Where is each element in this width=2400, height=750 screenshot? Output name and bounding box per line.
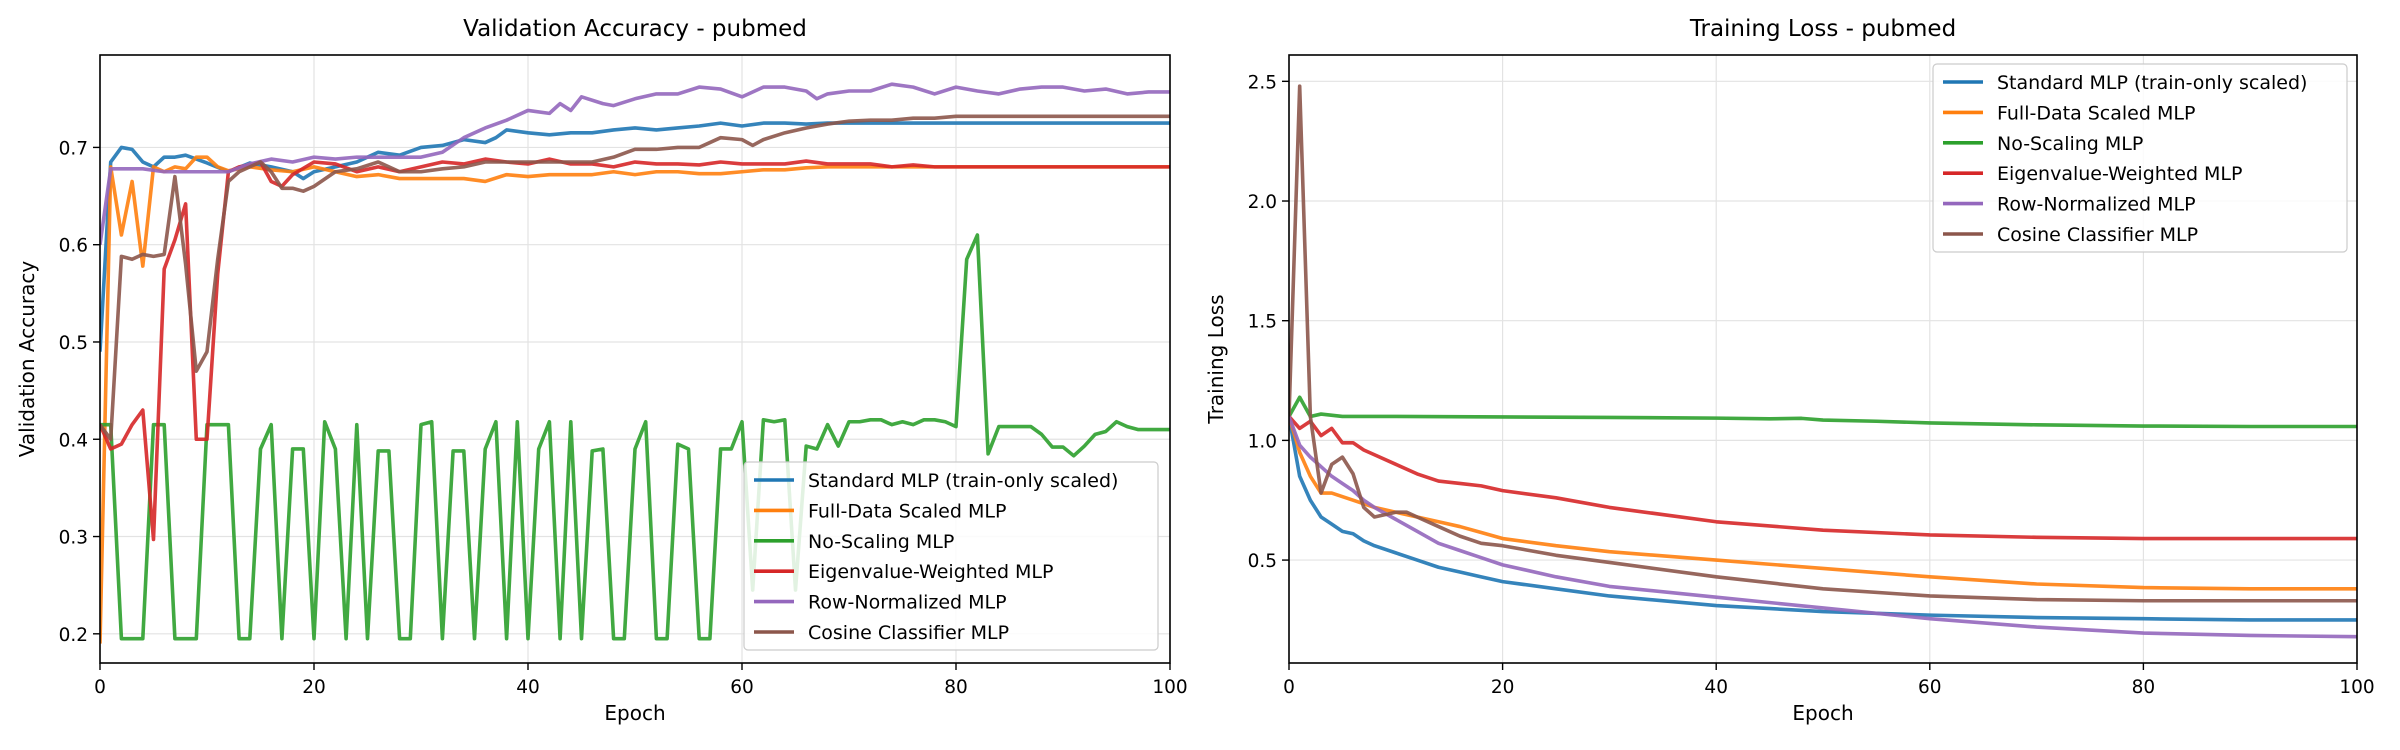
y-tick-label: 0.5 [1248,551,1277,572]
y-tick-label: 2.5 [1248,72,1277,93]
x-tick-label: 0 [94,677,106,698]
validation-accuracy-panel: 0 20 40 60 80 100 0.2 0.3 0.4 0.5 0.6 0.7 Validation… [15,16,1188,725]
x-axis-label: Epoch [604,701,665,725]
legend-label-no-scaling-mlp: No-Scaling MLP [1997,133,2143,155]
legend-label-standard-mlp-train-only-scaled: Standard MLP (train-only scaled) [1997,72,2307,94]
legend-box [1932,63,2348,253]
y-tick-label: 0.2 [59,625,88,646]
x-tick-label: 40 [516,677,540,698]
legend-label-cosine-classifier-mlp: Cosine Classifier MLP [1997,224,2198,246]
legend-label-full-data-scaled-mlp: Full-Data Scaled MLP [1997,102,2195,124]
series-line-eigenvalue-weighted-mlp [1289,415,2357,541]
y-tick-label: 1.5 [1248,312,1277,333]
x-tick-label: 60 [1918,677,1942,698]
x-tick-label: 40 [1704,677,1728,698]
legend-label-cosine-classifier-mlp: Cosine Classifier MLP [808,622,1009,644]
series-line-cosine-classifier-mlp [100,114,1170,442]
y-tick-label: 0.3 [59,528,88,549]
x-tick-label: 0 [1283,677,1295,698]
x-tick-label: 100 [1152,677,1187,698]
x-tick-label: 100 [2339,677,2374,698]
chart-title: Validation Accuracy - pubmed [463,16,807,42]
legend: Standard MLP (train-only scaled) Full-Dat… [743,461,1159,651]
y-tick-label: 0.7 [59,138,88,159]
y-tick-label: 0.5 [59,333,88,354]
plot-frame [99,54,1171,664]
legend-label-eigenvalue-weighted-mlp: Eigenvalue-Weighted MLP [808,561,1053,583]
series-line-standard-mlp-train-only-scaled [1289,416,2357,622]
series-line-standard-mlp-train-only-scaled [100,121,1170,352]
series-line-cosine-classifier-mlp [1289,84,2357,603]
series-line-row-normalized-mlp [1289,415,2357,639]
x-tick-label: 80 [2132,677,2156,698]
legend-label-eigenvalue-weighted-mlp: Eigenvalue-Weighted MLP [1997,163,2242,185]
y-tick-label: 2.0 [1248,192,1277,213]
series-line-no-scaling-mlp [100,233,1170,641]
series-line-no-scaling-mlp [1289,395,2357,429]
x-tick-label: 80 [944,677,968,698]
y-axis-label: Training Loss [1204,294,1228,424]
legend-label-standard-mlp-train-only-scaled: Standard MLP (train-only scaled) [808,470,1118,492]
series-line-full-data-scaled-mlp [100,155,1170,644]
training-loss-panel: 0 20 40 60 80 100 0.5 1.0 1.5 2.0 2.5 Training Loss… [1204,16,2375,725]
legend-box [743,461,1159,651]
chart-title: Training Loss - pubmed [1689,16,1956,42]
x-tick-label: 20 [302,677,326,698]
y-tick-label: 0.4 [59,430,88,451]
y-tick-label: 0.6 [59,236,88,257]
legend-label-no-scaling-mlp: No-Scaling MLP [808,531,954,553]
x-axis-label: Epoch [1792,701,1853,725]
plot-frame [1288,54,2358,664]
legend-label-row-normalized-mlp: Row-Normalized MLP [808,592,1007,614]
y-axis-label: Validation Accuracy [15,261,39,458]
x-tick-label: 20 [1491,677,1515,698]
series-line-full-data-scaled-mlp [1289,415,2357,591]
legend-label-row-normalized-mlp: Row-Normalized MLP [1997,194,2196,216]
series-line-row-normalized-mlp [100,82,1170,245]
y-tick-label: 1.0 [1248,431,1277,452]
legend-label-full-data-scaled-mlp: Full-Data Scaled MLP [808,500,1006,522]
legend: Standard MLP (train-only scaled) Full-Dat… [1932,63,2348,253]
x-tick-label: 60 [730,677,754,698]
